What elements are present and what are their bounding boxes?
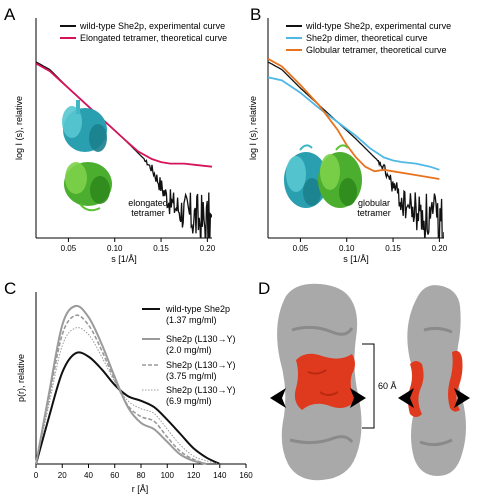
xtick-c-5: 100 [161, 471, 175, 480]
xtick-c-8: 160 [239, 471, 253, 480]
model-label-b-line2: tetramer [357, 208, 391, 218]
ylabel-b: log I (s), relative [248, 96, 258, 160]
xtick-c-6: 120 [187, 471, 201, 480]
legend-a: wild-type She2p, experimental curve Elon… [60, 21, 227, 43]
xtick-c-1: 20 [58, 471, 67, 480]
series-c-2 [35, 314, 207, 465]
series-b-1 [268, 76, 440, 171]
series-b-0 [268, 61, 444, 238]
xtick-c-4: 80 [137, 471, 146, 480]
legend-b-2: Globular tetramer, theoretical curve [306, 45, 447, 55]
xtick-b-3: 0.20 [432, 244, 448, 253]
dimension-label: 60 Å [378, 381, 397, 391]
legend-a-1: Elongated tetramer, theoretical curve [80, 33, 227, 43]
legend-a-0: wild-type She2p, experimental curve [79, 21, 225, 31]
dimension-bracket [362, 343, 375, 429]
xtick-b-2: 0.15 [385, 244, 401, 253]
xlabel-a: s [1/Å] [111, 254, 137, 264]
legend-c-2-name: She2p (L130→Y) [166, 360, 236, 370]
series-c-0 [35, 351, 221, 465]
legend-c: wild-type She2p (1.37 mg/ml) She2p (L130… [142, 304, 236, 406]
xlabel-c: r [Å] [132, 484, 149, 494]
axes-a: 0.05 0.10 0.15 0.20 [35, 18, 216, 253]
xlabel-b: s [1/Å] [343, 254, 369, 264]
legend-b-1: She2p dimer, theoretical curve [306, 33, 428, 43]
panel-d: D 60 Å [258, 279, 470, 481]
legend-b: wild-type She2p, experimental curve She2… [286, 21, 451, 55]
axes-c: 0 20 40 60 80 100 120 140 160 [34, 292, 253, 480]
arrowhead-right-2 [454, 388, 470, 408]
xtick-a-1: 0.10 [107, 244, 123, 253]
panel-letter-d: D [258, 279, 270, 298]
xtick-c-7: 140 [213, 471, 227, 480]
xtick-c-2: 40 [84, 471, 93, 480]
ylabel-c: p(r), relative [16, 354, 26, 402]
legend-c-0-name: wild-type She2p [165, 304, 230, 314]
panel-c: C 0 20 40 60 80 100 120 140 160 p(r), relative r… [4, 279, 253, 494]
arrowhead-left-2 [350, 388, 366, 408]
panel-b: B 0.05 0.10 0.15 0.20 log I (s), relative s… [248, 5, 451, 264]
legend-c-3-name: She2p (L130→Y) [166, 385, 236, 395]
model-label-a-line2: tetramer [131, 208, 165, 218]
arrowhead-left-1 [270, 388, 286, 408]
xtick-a-3: 0.20 [200, 244, 216, 253]
legend-c-3-conc: (6.9 mg/ml) [166, 396, 212, 406]
series-a-1 [36, 62, 212, 168]
elongated-tetramer-model [62, 100, 112, 212]
panel-letter-c: C [4, 279, 16, 298]
model-label-a-line1: elongated [128, 198, 168, 208]
panel-a: A 0.05 0.10 0.15 0.20 log I (s), relative s… [4, 5, 227, 264]
xtick-c-3: 60 [110, 471, 119, 480]
xtick-a-0: 0.05 [61, 244, 77, 253]
xtick-a-2: 0.15 [153, 244, 169, 253]
surface-model-side [407, 285, 466, 476]
model-label-b-line1: globular [358, 198, 390, 208]
xtick-b-0: 0.05 [293, 244, 309, 253]
surface-model-front [277, 283, 362, 481]
legend-c-0-conc: (1.37 mg/ml) [166, 315, 217, 325]
ylabel-a: log I (s), relative [14, 96, 24, 160]
legend-c-2-conc: (3.75 mg/ml) [166, 371, 217, 381]
axes-b: 0.05 0.10 0.15 0.20 [267, 18, 448, 253]
panel-letter-a: A [4, 5, 16, 24]
xtick-c-0: 0 [34, 471, 39, 480]
legend-c-1-conc: (2.0 mg/ml) [166, 345, 212, 355]
arrowhead-right-1 [398, 388, 414, 408]
panel-letter-b: B [250, 5, 261, 24]
legend-b-0: wild-type She2p, experimental curve [305, 21, 451, 31]
series-b-2 [268, 58, 440, 180]
series-a-0 [36, 61, 212, 238]
legend-c-1-name: She2p (L130→Y) [166, 334, 236, 344]
globular-tetramer-model [284, 144, 362, 208]
xtick-b-1: 0.10 [339, 244, 355, 253]
